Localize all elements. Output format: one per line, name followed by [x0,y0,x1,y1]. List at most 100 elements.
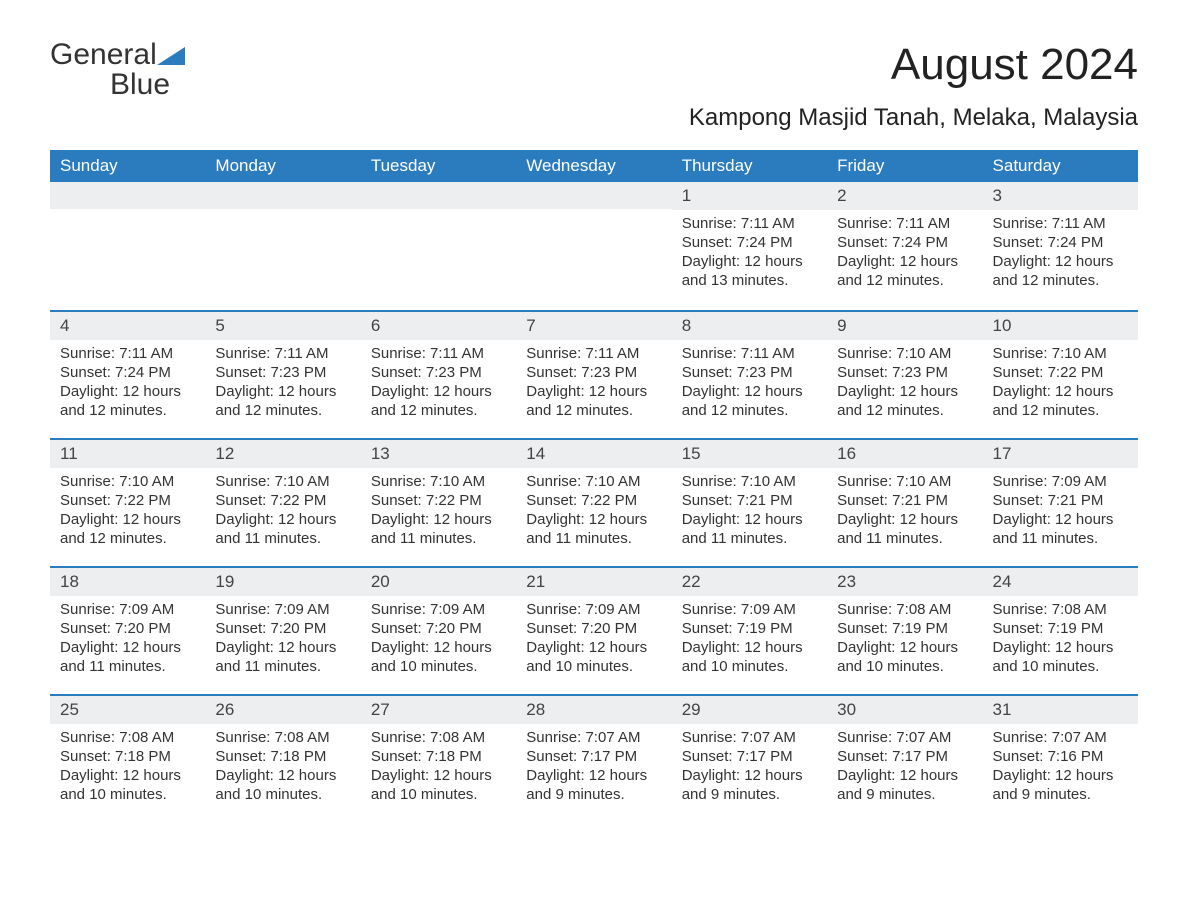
day-number: 29 [672,696,827,724]
day-number: 21 [516,568,671,596]
empty-day [516,182,671,209]
day-cell [50,182,205,310]
daylight-text: Daylight: 12 hours and 12 minutes. [215,382,354,420]
day-cell: 19Sunrise: 7:09 AMSunset: 7:20 PMDayligh… [205,568,360,694]
day-cell: 21Sunrise: 7:09 AMSunset: 7:20 PMDayligh… [516,568,671,694]
day-body: Sunrise: 7:11 AMSunset: 7:23 PMDaylight:… [678,344,821,421]
day-number: 22 [672,568,827,596]
sunrise-text: Sunrise: 7:10 AM [682,472,821,491]
day-cell [361,182,516,310]
day-cell [516,182,671,310]
day-body: Sunrise: 7:09 AMSunset: 7:20 PMDaylight:… [56,600,199,677]
day-number: 26 [205,696,360,724]
dow-cell: Saturday [983,150,1138,182]
daylight-text: Daylight: 12 hours and 9 minutes. [993,766,1132,804]
daylight-text: Daylight: 12 hours and 10 minutes. [526,638,665,676]
weeks-container: 1Sunrise: 7:11 AMSunset: 7:24 PMDaylight… [50,182,1138,822]
day-body: Sunrise: 7:07 AMSunset: 7:17 PMDaylight:… [522,728,665,805]
daylight-text: Daylight: 12 hours and 12 minutes. [60,382,199,420]
daylight-text: Daylight: 12 hours and 11 minutes. [682,510,821,548]
day-body: Sunrise: 7:11 AMSunset: 7:24 PMDaylight:… [56,344,199,421]
day-cell: 14Sunrise: 7:10 AMSunset: 7:22 PMDayligh… [516,440,671,566]
sunset-text: Sunset: 7:19 PM [837,619,976,638]
day-number: 11 [50,440,205,468]
sunset-text: Sunset: 7:23 PM [371,363,510,382]
day-body: Sunrise: 7:11 AMSunset: 7:23 PMDaylight:… [522,344,665,421]
day-body: Sunrise: 7:10 AMSunset: 7:22 PMDaylight:… [211,472,354,549]
daylight-text: Daylight: 12 hours and 10 minutes. [837,638,976,676]
empty-day [50,182,205,209]
week-row: 25Sunrise: 7:08 AMSunset: 7:18 PMDayligh… [50,694,1138,822]
dow-cell: Tuesday [361,150,516,182]
logo-flag-icon [157,47,185,67]
day-number: 3 [983,182,1138,210]
sunrise-text: Sunrise: 7:10 AM [526,472,665,491]
daylight-text: Daylight: 12 hours and 11 minutes. [371,510,510,548]
sunrise-text: Sunrise: 7:09 AM [682,600,821,619]
day-body: Sunrise: 7:11 AMSunset: 7:23 PMDaylight:… [367,344,510,421]
sunset-text: Sunset: 7:22 PM [60,491,199,510]
page-title: August 2024 [891,40,1138,90]
sunset-text: Sunset: 7:21 PM [682,491,821,510]
day-body: Sunrise: 7:07 AMSunset: 7:17 PMDaylight:… [678,728,821,805]
day-number: 1 [672,182,827,210]
sunset-text: Sunset: 7:20 PM [215,619,354,638]
sunset-text: Sunset: 7:23 PM [215,363,354,382]
daylight-text: Daylight: 12 hours and 11 minutes. [526,510,665,548]
day-cell: 30Sunrise: 7:07 AMSunset: 7:17 PMDayligh… [827,696,982,822]
sunrise-text: Sunrise: 7:11 AM [837,214,976,233]
day-number: 15 [672,440,827,468]
sunrise-text: Sunrise: 7:10 AM [215,472,354,491]
day-number: 2 [827,182,982,210]
sunrise-text: Sunrise: 7:11 AM [682,344,821,363]
sunrise-text: Sunrise: 7:11 AM [215,344,354,363]
week-row: 11Sunrise: 7:10 AMSunset: 7:22 PMDayligh… [50,438,1138,566]
day-number: 16 [827,440,982,468]
day-cell: 23Sunrise: 7:08 AMSunset: 7:19 PMDayligh… [827,568,982,694]
day-cell: 9Sunrise: 7:10 AMSunset: 7:23 PMDaylight… [827,312,982,438]
sunset-text: Sunset: 7:21 PM [993,491,1132,510]
empty-day [361,182,516,209]
day-cell: 27Sunrise: 7:08 AMSunset: 7:18 PMDayligh… [361,696,516,822]
daylight-text: Daylight: 12 hours and 13 minutes. [682,252,821,290]
sunset-text: Sunset: 7:20 PM [60,619,199,638]
daylight-text: Daylight: 12 hours and 9 minutes. [837,766,976,804]
sunrise-text: Sunrise: 7:11 AM [526,344,665,363]
daylight-text: Daylight: 12 hours and 12 minutes. [682,382,821,420]
day-number: 8 [672,312,827,340]
empty-day [205,182,360,209]
sunset-text: Sunset: 7:22 PM [526,491,665,510]
day-number: 24 [983,568,1138,596]
sunset-text: Sunset: 7:24 PM [682,233,821,252]
sunrise-text: Sunrise: 7:10 AM [837,344,976,363]
day-cell: 15 Sunrise: 7:10 AMSunset: 7:21 PMDayligh… [672,440,827,566]
daylight-text: Daylight: 12 hours and 12 minutes. [993,252,1132,290]
sunset-text: Sunset: 7:17 PM [837,747,976,766]
sunrise-text: Sunrise: 7:07 AM [682,728,821,747]
day-number: 6 [361,312,516,340]
sunset-text: Sunset: 7:19 PM [682,619,821,638]
day-number: 30 [827,696,982,724]
sunset-text: Sunset: 7:22 PM [215,491,354,510]
day-cell: 24Sunrise: 7:08 AMSunset: 7:19 PMDayligh… [983,568,1138,694]
day-body: Sunrise: 7:11 AMSunset: 7:24 PMDaylight:… [833,214,976,291]
sunset-text: Sunset: 7:24 PM [993,233,1132,252]
calendar: SundayMondayTuesdayWednesdayThursdayFrid… [50,150,1138,822]
day-cell: 10Sunrise: 7:10 AMSunset: 7:22 PMDayligh… [983,312,1138,438]
day-body: Sunrise: 7:07 AMSunset: 7:16 PMDaylight:… [989,728,1132,805]
day-cell [205,182,360,310]
sunset-text: Sunset: 7:18 PM [60,747,199,766]
day-cell: 20Sunrise: 7:09 AMSunset: 7:20 PMDayligh… [361,568,516,694]
day-cell: 18 Sunrise: 7:09 AMSunset: 7:20 PMDayligh… [50,568,205,694]
day-cell: 25Sunrise: 7:08 AMSunset: 7:18 PMDayligh… [50,696,205,822]
sunset-text: Sunset: 7:17 PM [526,747,665,766]
day-cell: 16Sunrise: 7:10 AMSunset: 7:21 PMDayligh… [827,440,982,566]
day-number: 7 [516,312,671,340]
daylight-text: Daylight: 12 hours and 12 minutes. [837,382,976,420]
day-cell: 1Sunrise: 7:11 AMSunset: 7:24 PMDaylight… [672,182,827,310]
logo-text-2: Blue [50,68,170,101]
day-body: Sunrise: 7:09 AMSunset: 7:19 PMDaylight:… [678,600,821,677]
daylight-text: Daylight: 12 hours and 11 minutes. [215,638,354,676]
day-number: 18 [50,568,205,596]
day-cell: 12Sunrise: 7:10 AMSunset: 7:22 PMDayligh… [205,440,360,566]
